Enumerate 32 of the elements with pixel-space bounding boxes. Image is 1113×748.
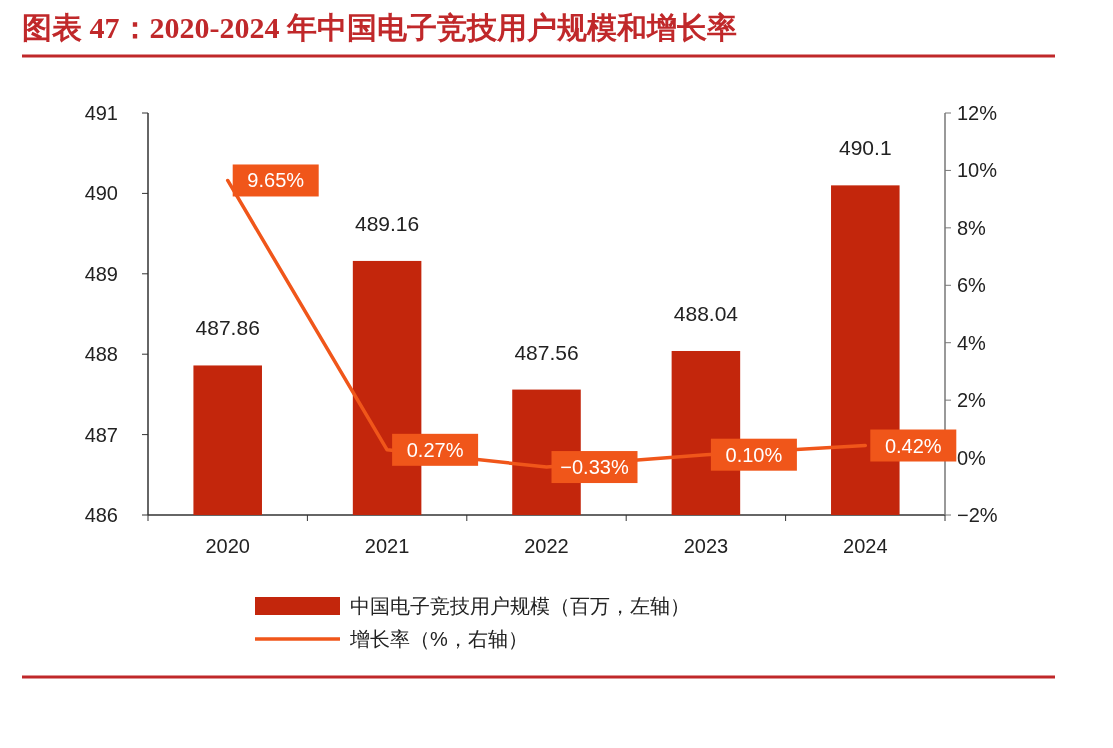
legend-label: 中国电子竞技用户规模（百万，左轴） [350,595,690,617]
data-label: 487.56 [514,340,579,364]
y2-tick-label: 2% [957,389,987,412]
data-label: 0.10% [725,443,783,466]
data-label: 489.16 [354,211,420,235]
y-tick-label: 486 [84,504,118,526]
chart-title: 图表 47：2020-2024 年中国电子竞技用户规模和增长率 [22,11,737,44]
x-tick-label: 2022 [524,535,569,557]
data-label: 0.27% [406,438,464,461]
data-label: 487.86 [195,316,260,340]
y-tick-label: 491 [84,102,118,124]
y2-tick-label: −2% [957,504,998,526]
legend-label: 增长率（%，右轴） [349,628,528,650]
data-label: 9.65% [247,169,305,192]
y-tick-label: 490 [84,182,118,205]
y2-tick-label: 0% [957,446,987,469]
y2-tick-label: 4% [957,331,987,354]
x-tick-label: 2024 [843,535,888,557]
y-tick-label: 487 [84,423,118,446]
x-tick-label: 2021 [364,535,410,557]
x-tick-label: 2023 [683,535,729,557]
data-label: 488.04 [673,301,739,325]
data-label: −0.33% [560,456,629,479]
y2-tick-label: 6% [957,274,987,297]
y2-tick-label: 12% [957,102,998,124]
y2-tick-label: 10% [957,159,998,182]
data-label: 490.1 [839,136,892,160]
y-tick-label: 488 [84,343,118,366]
data-label: 0.42% [884,434,942,457]
x-tick-label: 2020 [205,535,250,557]
y-tick-label: 489 [84,262,118,285]
y2-tick-label: 8% [957,216,987,239]
